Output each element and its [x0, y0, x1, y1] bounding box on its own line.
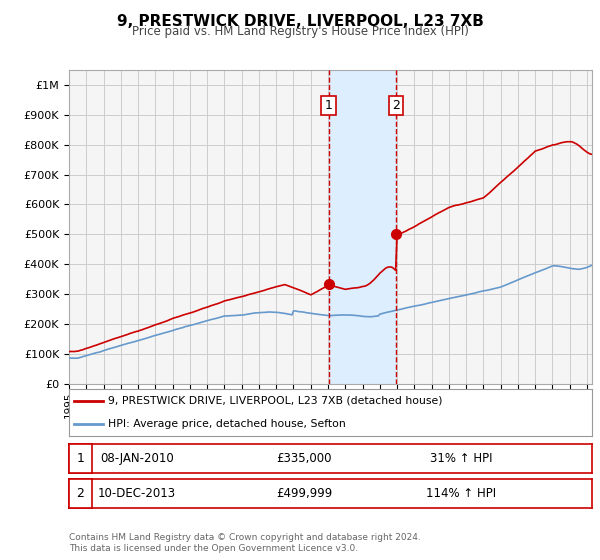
Text: Contains HM Land Registry data © Crown copyright and database right 2024.
This d: Contains HM Land Registry data © Crown c…: [69, 533, 421, 553]
Text: 114% ↑ HPI: 114% ↑ HPI: [427, 487, 496, 500]
Text: 10-DEC-2013: 10-DEC-2013: [98, 487, 176, 500]
Text: £499,999: £499,999: [277, 487, 332, 500]
Text: 9, PRESTWICK DRIVE, LIVERPOOL, L23 7XB: 9, PRESTWICK DRIVE, LIVERPOOL, L23 7XB: [116, 14, 484, 29]
Text: 1: 1: [76, 452, 85, 465]
Text: £335,000: £335,000: [277, 452, 332, 465]
Text: 2: 2: [392, 99, 400, 113]
Text: 08-JAN-2010: 08-JAN-2010: [100, 452, 174, 465]
Text: HPI: Average price, detached house, Sefton: HPI: Average price, detached house, Seft…: [108, 419, 346, 429]
Text: Price paid vs. HM Land Registry's House Price Index (HPI): Price paid vs. HM Land Registry's House …: [131, 25, 469, 38]
Text: 1: 1: [325, 99, 332, 113]
Text: 9, PRESTWICK DRIVE, LIVERPOOL, L23 7XB (detached house): 9, PRESTWICK DRIVE, LIVERPOOL, L23 7XB (…: [108, 396, 443, 406]
Text: 31% ↑ HPI: 31% ↑ HPI: [430, 452, 493, 465]
Text: 2: 2: [76, 487, 85, 500]
Bar: [329, 70, 396, 384]
